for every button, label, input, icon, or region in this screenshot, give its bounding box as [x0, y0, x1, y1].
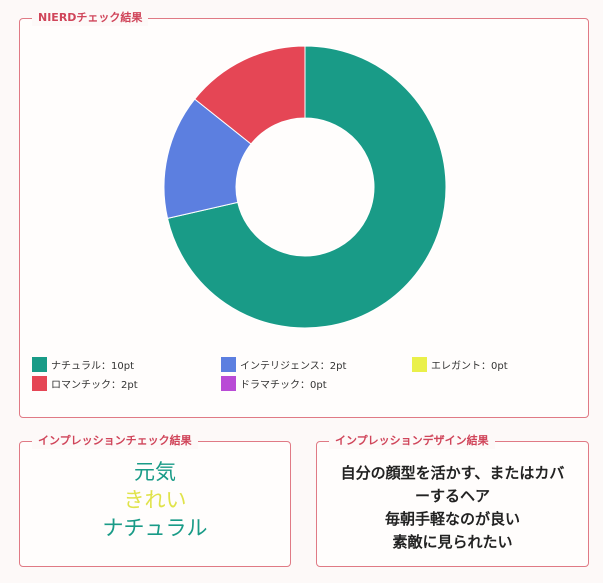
legend-label: インテリジェンス：2pt: [240, 360, 347, 372]
legend-item-intelligence[interactable]: インテリジェンス：2pt: [221, 356, 347, 372]
nierd-result-panel: NIERDチェック結果 ナチュラル：10pt インテリジェンス：2pt エレガン…: [19, 10, 589, 418]
legend-label: ドラマチック：0pt: [240, 379, 327, 391]
donut-slice-0[interactable]: [166, 45, 447, 329]
legend-swatch: [32, 375, 47, 391]
impression-word: ナチュラル: [102, 516, 208, 540]
legend-label: ロマンチック：2pt: [51, 379, 138, 391]
legend-item-natural[interactable]: ナチュラル：10pt: [32, 356, 134, 372]
design-line: 毎朝手軽なのが良い: [384, 510, 520, 528]
legend-label: ナチュラル：10pt: [51, 360, 134, 372]
legend-swatch: [221, 375, 236, 391]
legend-swatch: [221, 356, 236, 372]
legend-swatch: [32, 356, 47, 372]
design-line: 素敵に見られたい: [392, 533, 513, 551]
legend-swatch: [412, 356, 427, 372]
design-line: 自分の顔型を活かす、またはカバ: [340, 464, 565, 482]
nierd-panel-title: NIERDチェック結果: [32, 10, 149, 26]
impression-word: きれい: [123, 488, 187, 512]
design-line: ーするヘア: [414, 487, 490, 505]
impression-word: 元気: [134, 460, 176, 484]
donut-slice-3[interactable]: [194, 45, 306, 145]
impression-check-panel: インプレッションチェック結果 元気 きれい ナチュラル: [19, 433, 291, 567]
legend-item-elegant[interactable]: エレガント：0pt: [412, 356, 508, 372]
legend-item-dramatic[interactable]: ドラマチック：0pt: [221, 375, 327, 391]
impression-words: 元気 きれい ナチュラル: [20, 458, 290, 542]
legend-label: エレガント：0pt: [431, 360, 508, 372]
impression-design-panel: インプレッションデザイン結果 自分の顔型を活かす、またはカバ ーするヘア 毎朝手…: [316, 433, 589, 567]
legend-item-romantic[interactable]: ロマンチック：2pt: [32, 375, 138, 391]
donut-chart: [163, 45, 447, 329]
design-result-text: 自分の顔型を活かす、またはカバ ーするヘア 毎朝手軽なのが良い 素敵に見られたい: [327, 462, 578, 554]
design-panel-title: インプレッションデザイン結果: [329, 433, 495, 449]
impression-panel-title: インプレッションチェック結果: [32, 433, 198, 449]
